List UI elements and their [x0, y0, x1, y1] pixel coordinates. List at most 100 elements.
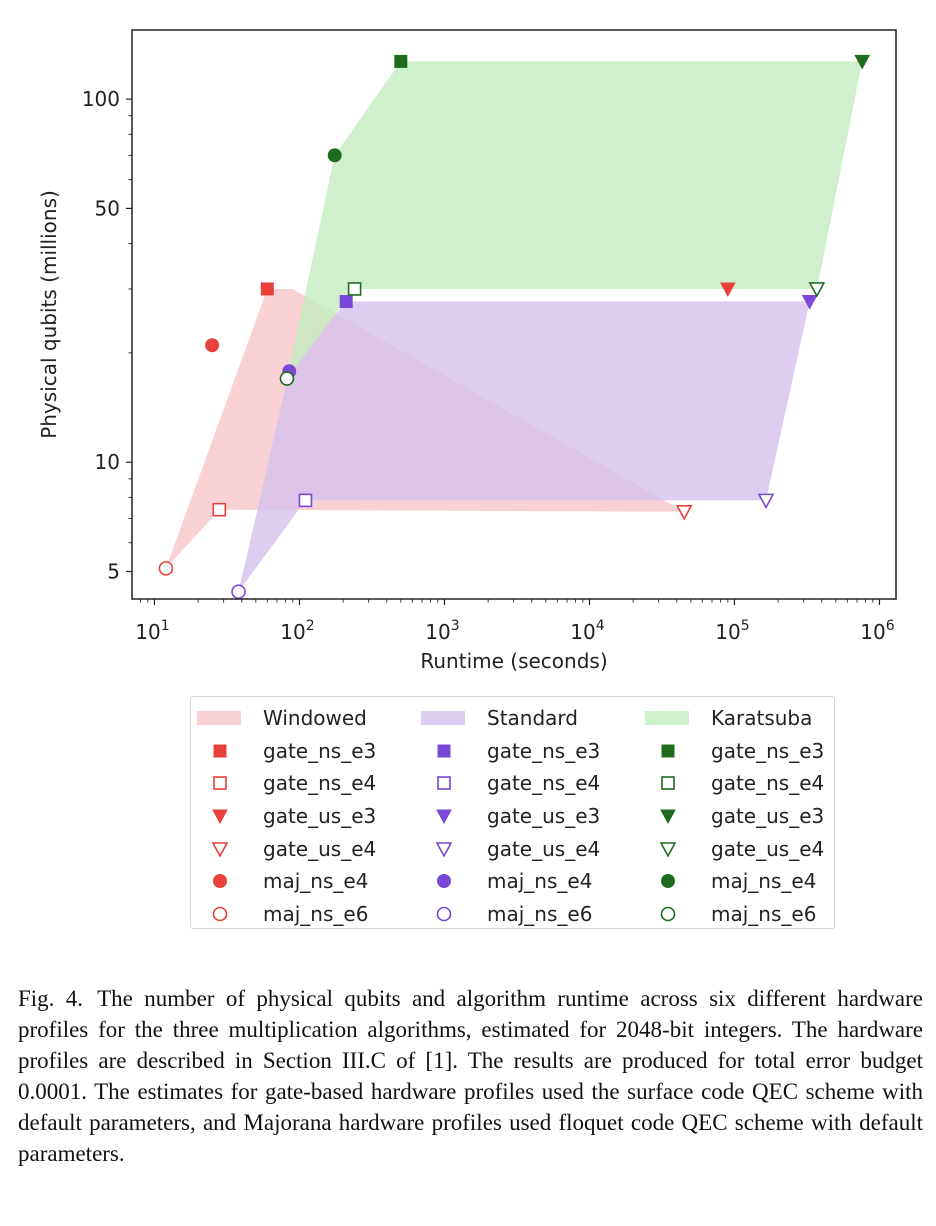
- legend-marker: [197, 837, 243, 861]
- x-tick-label: 105: [715, 618, 749, 644]
- figure-caption: Fig. 4. The number of physical qubits and…: [18, 983, 923, 1169]
- legend-entry-gate-us-e4: gate_us_e4: [645, 832, 824, 865]
- legend-label: gate_us_e4: [711, 836, 825, 861]
- legend-entry-gate-ns-e3: gate_ns_e3: [645, 735, 824, 768]
- legend-marker-triangle: [435, 841, 453, 858]
- y-tick-label: 100: [82, 87, 120, 111]
- legend-label: gate_us_e4: [487, 836, 601, 861]
- legend-entry-gate-us-e4: gate_us_e4: [197, 832, 376, 865]
- legend-marker: [421, 869, 467, 893]
- point-standard-gate-ns-e3: [339, 295, 353, 309]
- y-tick-label: 50: [95, 196, 120, 220]
- legend-entry-gate-us-e3: gate_us_e3: [197, 800, 376, 833]
- x-tick-label: 104: [570, 618, 604, 644]
- x-axis-label: Runtime (seconds): [420, 649, 607, 673]
- legend-marker-circle: [660, 906, 676, 922]
- legend-entry-karatsuba: Karatsuba: [645, 702, 824, 735]
- chart: 101 102 103 104 105 106 5 10 50 100 Runtime (sec…: [37, 29, 897, 673]
- legend-entry-standard: Standard: [421, 702, 600, 735]
- point-standard-maj-ns-e6: [231, 584, 246, 599]
- point-windowed-maj-ns-e4: [205, 338, 220, 353]
- legend-marker: [197, 771, 243, 795]
- legend-entry-maj-ns-e4: maj_ns_e4: [421, 865, 600, 898]
- legend-swatch: [197, 706, 243, 730]
- x-tick-label: 106: [860, 618, 894, 644]
- legend-entry-gate-us-e3: gate_us_e3: [645, 800, 824, 833]
- point-karatsuba-gate-us-e4: [808, 282, 826, 298]
- point-windowed-gate-ns-e3: [260, 282, 274, 296]
- legend-entry-maj-ns-e4: maj_ns_e4: [197, 865, 376, 898]
- legend-label: maj_ns_e4: [711, 869, 817, 894]
- legend-marker-square: [213, 744, 227, 758]
- legend-marker-square: [437, 744, 451, 758]
- legend-marker-square: [661, 744, 675, 758]
- legend-entry-maj-ns-e6: maj_ns_e6: [197, 898, 376, 931]
- y-axis-ticks: 5 10 50 100: [82, 87, 132, 584]
- legend-label: gate_us_e3: [263, 804, 377, 829]
- legend-label: Windowed: [263, 706, 367, 731]
- point-karatsuba-gate-ns-e4: [347, 282, 362, 296]
- region-karatsuba: [287, 61, 863, 379]
- legend-entry-gate-us-e4: gate_us_e4: [421, 832, 600, 865]
- caption-text: The number of physical qubits and algori…: [18, 986, 923, 1166]
- legend-entry-maj-ns-e6: maj_ns_e6: [421, 898, 600, 931]
- legend-entry-gate-ns-e3: gate_ns_e3: [197, 735, 376, 768]
- legend-marker: [421, 771, 467, 795]
- legend-marker: [645, 804, 691, 828]
- point-windowed-gate-us-e4: [675, 505, 693, 521]
- point-standard-gate-ns-e4: [298, 493, 313, 508]
- point-windowed-gate-ns-e4: [212, 502, 227, 517]
- point-standard-gate-us-e3: [801, 295, 818, 310]
- point-windowed-gate-us-e3: [720, 282, 736, 298]
- legend-label: gate_ns_e3: [263, 738, 377, 763]
- legend-label: maj_ns_e6: [711, 901, 817, 926]
- legend-marker-triangle: [436, 809, 452, 825]
- data-points: [158, 54, 871, 599]
- legend-label: gate_us_e4: [263, 836, 377, 861]
- legend-marker-square: [437, 776, 451, 791]
- point-karatsuba-gate-ns-e3: [394, 54, 408, 68]
- legend: Windowed gate_ns_e3 gate_ns_e4 gate_us_e3 ga…: [190, 696, 835, 929]
- legend-marker: [645, 869, 691, 893]
- point-windowed-maj-ns-e6: [158, 561, 174, 576]
- point-karatsuba-gate-us-e3: [854, 54, 871, 70]
- x-tick-label: 101: [135, 618, 169, 644]
- legend-label: gate_ns_e4: [711, 771, 825, 796]
- point-karatsuba-maj-ns-e6: [279, 371, 295, 386]
- legend-label: gate_ns_e3: [711, 738, 825, 763]
- y-axis-label: Physical qubits (millions): [37, 190, 61, 439]
- legend-entry-maj-ns-e4: maj_ns_e4: [645, 865, 824, 898]
- legend-marker-triangle: [660, 809, 676, 825]
- legend-label: gate_ns_e4: [263, 771, 377, 796]
- y-tick-label: 5: [107, 560, 120, 584]
- legend-marker: [645, 902, 691, 926]
- legend-marker: [421, 804, 467, 828]
- legend-marker-square: [213, 776, 227, 791]
- legend-marker-circle: [436, 906, 452, 922]
- legend-label: maj_ns_e4: [263, 869, 369, 894]
- legend-label: gate_us_e3: [487, 804, 601, 829]
- legend-swatch: [421, 706, 467, 730]
- legend-marker-triangle: [659, 841, 677, 858]
- x-tick-label: 102: [280, 618, 314, 644]
- legend-swatch: [645, 706, 691, 730]
- legend-marker-triangle: [211, 841, 229, 858]
- legend-entry-gate-ns-e4: gate_ns_e4: [421, 767, 600, 800]
- legend-marker: [421, 902, 467, 926]
- legend-marker: [197, 804, 243, 828]
- legend-marker-circle: [213, 874, 227, 889]
- legend-label: maj_ns_e4: [487, 869, 593, 894]
- legend-entry-maj-ns-e6: maj_ns_e6: [645, 898, 824, 931]
- legend-marker-circle: [437, 874, 451, 889]
- legend-label: gate_ns_e3: [487, 738, 601, 763]
- x-axis-ticks: 101 102 103 104 105 106: [135, 599, 895, 644]
- legend-entry-windowed: Windowed: [197, 702, 376, 735]
- caption-label: Fig. 4.: [18, 986, 84, 1011]
- legend-label: maj_ns_e6: [487, 901, 593, 926]
- y-tick-label: 10: [95, 450, 120, 474]
- legend-marker: [421, 837, 467, 861]
- legend-marker: [645, 837, 691, 861]
